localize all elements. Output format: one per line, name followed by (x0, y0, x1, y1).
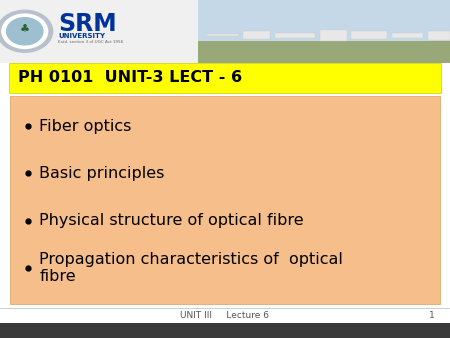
Text: ♣: ♣ (20, 25, 30, 34)
FancyBboxPatch shape (392, 33, 423, 38)
Circle shape (2, 14, 48, 48)
FancyBboxPatch shape (274, 32, 315, 38)
FancyBboxPatch shape (243, 31, 270, 39)
Text: 1: 1 (429, 311, 435, 319)
FancyBboxPatch shape (198, 0, 450, 41)
FancyBboxPatch shape (198, 41, 450, 63)
FancyBboxPatch shape (207, 34, 238, 36)
Text: UNIVERSITY: UNIVERSITY (58, 33, 105, 39)
FancyBboxPatch shape (428, 31, 450, 40)
Text: PH 0101  UNIT-3 LECT - 6: PH 0101 UNIT-3 LECT - 6 (18, 70, 242, 85)
Text: Propagation characteristics of  optical
fibre: Propagation characteristics of optical f… (39, 252, 343, 284)
Circle shape (0, 10, 53, 52)
FancyBboxPatch shape (320, 30, 346, 41)
FancyBboxPatch shape (0, 0, 450, 63)
FancyBboxPatch shape (198, 0, 450, 63)
FancyBboxPatch shape (9, 63, 441, 93)
Text: UNIT III     Lecture 6: UNIT III Lecture 6 (180, 311, 270, 319)
FancyBboxPatch shape (10, 96, 440, 304)
FancyBboxPatch shape (351, 31, 387, 39)
Circle shape (7, 18, 43, 45)
Text: Estd. section 3 of UGC Act 1956: Estd. section 3 of UGC Act 1956 (58, 41, 124, 44)
Text: Physical structure of optical fibre: Physical structure of optical fibre (39, 213, 304, 228)
Text: Fiber optics: Fiber optics (39, 119, 131, 134)
Text: SRM: SRM (58, 12, 117, 36)
Text: Basic principles: Basic principles (39, 166, 165, 181)
FancyBboxPatch shape (0, 323, 450, 338)
